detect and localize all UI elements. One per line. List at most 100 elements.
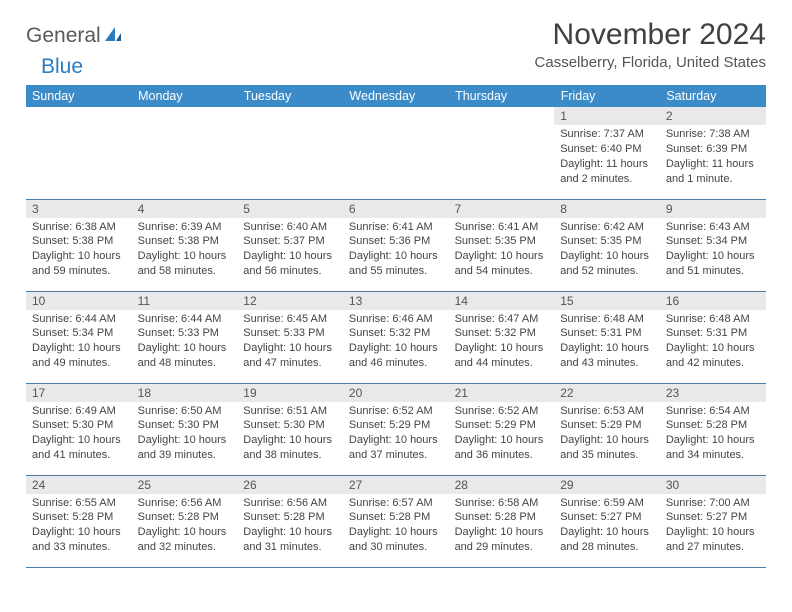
calendar-day-cell: 6Sunrise: 6:41 AMSunset: 5:36 PMDaylight… <box>343 199 449 291</box>
day-number: 20 <box>343 384 449 402</box>
weekday-header: Thursday <box>449 85 555 107</box>
sunset-line: Sunset: 5:36 PM <box>349 234 443 249</box>
daylight-line: Daylight: 10 hours and 47 minutes. <box>243 341 337 371</box>
sunset-line: Sunset: 6:40 PM <box>560 142 654 157</box>
day-details: Sunrise: 6:52 AMSunset: 5:29 PMDaylight:… <box>449 402 555 467</box>
sunset-line: Sunset: 5:31 PM <box>560 326 654 341</box>
day-number: 25 <box>132 476 238 494</box>
sunrise-line: Sunrise: 7:38 AM <box>666 127 760 142</box>
calendar-day-cell: 19Sunrise: 6:51 AMSunset: 5:30 PMDayligh… <box>237 383 343 475</box>
day-details: Sunrise: 6:42 AMSunset: 5:35 PMDaylight:… <box>554 218 660 283</box>
daylight-line: Daylight: 10 hours and 48 minutes. <box>138 341 232 371</box>
day-details: Sunrise: 6:38 AMSunset: 5:38 PMDaylight:… <box>26 218 132 283</box>
sunrise-line: Sunrise: 6:53 AM <box>560 404 654 419</box>
day-details: Sunrise: 6:44 AMSunset: 5:34 PMDaylight:… <box>26 310 132 375</box>
sunrise-line: Sunrise: 6:46 AM <box>349 312 443 327</box>
calendar-day-cell: 11Sunrise: 6:44 AMSunset: 5:33 PMDayligh… <box>132 291 238 383</box>
sunset-line: Sunset: 5:28 PM <box>666 418 760 433</box>
sunset-line: Sunset: 5:34 PM <box>32 326 126 341</box>
day-details: Sunrise: 6:41 AMSunset: 5:36 PMDaylight:… <box>343 218 449 283</box>
calendar-day-cell: 4Sunrise: 6:39 AMSunset: 5:38 PMDaylight… <box>132 199 238 291</box>
daylight-line: Daylight: 10 hours and 56 minutes. <box>243 249 337 279</box>
daylight-line: Daylight: 10 hours and 54 minutes. <box>455 249 549 279</box>
day-number: 12 <box>237 292 343 310</box>
day-details: Sunrise: 6:43 AMSunset: 5:34 PMDaylight:… <box>660 218 766 283</box>
day-number: 15 <box>554 292 660 310</box>
calendar-day-cell: 28Sunrise: 6:58 AMSunset: 5:28 PMDayligh… <box>449 475 555 567</box>
weekday-header: Wednesday <box>343 85 449 107</box>
day-details: Sunrise: 6:50 AMSunset: 5:30 PMDaylight:… <box>132 402 238 467</box>
weekday-header-row: SundayMondayTuesdayWednesdayThursdayFrid… <box>26 85 766 107</box>
daylight-line: Daylight: 10 hours and 58 minutes. <box>138 249 232 279</box>
day-number: 7 <box>449 200 555 218</box>
sunset-line: Sunset: 5:33 PM <box>243 326 337 341</box>
sunrise-line: Sunrise: 6:54 AM <box>666 404 760 419</box>
daylight-line: Daylight: 10 hours and 36 minutes. <box>455 433 549 463</box>
weekday-header: Tuesday <box>237 85 343 107</box>
sunset-line: Sunset: 5:30 PM <box>32 418 126 433</box>
weekday-header: Saturday <box>660 85 766 107</box>
calendar-day-cell: 2Sunrise: 7:38 AMSunset: 6:39 PMDaylight… <box>660 107 766 199</box>
brand-word1: General <box>26 24 101 48</box>
calendar-day-cell: 7Sunrise: 6:41 AMSunset: 5:35 PMDaylight… <box>449 199 555 291</box>
day-details: Sunrise: 6:44 AMSunset: 5:33 PMDaylight:… <box>132 310 238 375</box>
day-details: Sunrise: 6:51 AMSunset: 5:30 PMDaylight:… <box>237 402 343 467</box>
daylight-line: Daylight: 10 hours and 43 minutes. <box>560 341 654 371</box>
day-details: Sunrise: 7:00 AMSunset: 5:27 PMDaylight:… <box>660 494 766 559</box>
calendar-day-cell: 29Sunrise: 6:59 AMSunset: 5:27 PMDayligh… <box>554 475 660 567</box>
daylight-line: Daylight: 10 hours and 52 minutes. <box>560 249 654 279</box>
day-number: 24 <box>26 476 132 494</box>
sunset-line: Sunset: 5:29 PM <box>560 418 654 433</box>
calendar-day-cell: 26Sunrise: 6:56 AMSunset: 5:28 PMDayligh… <box>237 475 343 567</box>
sunrise-line: Sunrise: 6:44 AM <box>138 312 232 327</box>
day-details: Sunrise: 6:48 AMSunset: 5:31 PMDaylight:… <box>660 310 766 375</box>
sunset-line: Sunset: 5:30 PM <box>138 418 232 433</box>
daylight-line: Daylight: 11 hours and 1 minute. <box>666 157 760 187</box>
day-number: 23 <box>660 384 766 402</box>
day-details: Sunrise: 6:52 AMSunset: 5:29 PMDaylight:… <box>343 402 449 467</box>
day-number: 2 <box>660 107 766 125</box>
day-number: 1 <box>554 107 660 125</box>
calendar-day-cell <box>132 107 238 199</box>
day-number: 26 <box>237 476 343 494</box>
sunrise-line: Sunrise: 6:47 AM <box>455 312 549 327</box>
calendar-week-row: 3Sunrise: 6:38 AMSunset: 5:38 PMDaylight… <box>26 199 766 291</box>
sunrise-line: Sunrise: 6:43 AM <box>666 220 760 235</box>
calendar-day-cell: 24Sunrise: 6:55 AMSunset: 5:28 PMDayligh… <box>26 475 132 567</box>
daylight-line: Daylight: 10 hours and 42 minutes. <box>666 341 760 371</box>
weekday-header: Sunday <box>26 85 132 107</box>
calendar-table: SundayMondayTuesdayWednesdayThursdayFrid… <box>26 85 766 568</box>
calendar-day-cell: 16Sunrise: 6:48 AMSunset: 5:31 PMDayligh… <box>660 291 766 383</box>
daylight-line: Daylight: 10 hours and 34 minutes. <box>666 433 760 463</box>
daylight-line: Daylight: 10 hours and 32 minutes. <box>138 525 232 555</box>
daylight-line: Daylight: 11 hours and 2 minutes. <box>560 157 654 187</box>
daylight-line: Daylight: 10 hours and 44 minutes. <box>455 341 549 371</box>
sunrise-line: Sunrise: 7:00 AM <box>666 496 760 511</box>
calendar-day-cell: 23Sunrise: 6:54 AMSunset: 5:28 PMDayligh… <box>660 383 766 475</box>
page-title: November 2024 <box>535 18 766 52</box>
day-number: 21 <box>449 384 555 402</box>
day-details: Sunrise: 6:49 AMSunset: 5:30 PMDaylight:… <box>26 402 132 467</box>
sunset-line: Sunset: 5:34 PM <box>666 234 760 249</box>
sunrise-line: Sunrise: 6:39 AM <box>138 220 232 235</box>
day-details: Sunrise: 6:46 AMSunset: 5:32 PMDaylight:… <box>343 310 449 375</box>
day-number: 11 <box>132 292 238 310</box>
sunset-line: Sunset: 5:35 PM <box>560 234 654 249</box>
sunset-line: Sunset: 5:38 PM <box>32 234 126 249</box>
daylight-line: Daylight: 10 hours and 30 minutes. <box>349 525 443 555</box>
sunset-line: Sunset: 5:35 PM <box>455 234 549 249</box>
day-details: Sunrise: 7:38 AMSunset: 6:39 PMDaylight:… <box>660 125 766 190</box>
day-details: Sunrise: 6:54 AMSunset: 5:28 PMDaylight:… <box>660 402 766 467</box>
day-details: Sunrise: 6:58 AMSunset: 5:28 PMDaylight:… <box>449 494 555 559</box>
calendar-day-cell: 10Sunrise: 6:44 AMSunset: 5:34 PMDayligh… <box>26 291 132 383</box>
calendar-day-cell: 18Sunrise: 6:50 AMSunset: 5:30 PMDayligh… <box>132 383 238 475</box>
sunrise-line: Sunrise: 6:51 AM <box>243 404 337 419</box>
daylight-line: Daylight: 10 hours and 29 minutes. <box>455 525 549 555</box>
sunrise-line: Sunrise: 6:56 AM <box>243 496 337 511</box>
day-details: Sunrise: 6:56 AMSunset: 5:28 PMDaylight:… <box>237 494 343 559</box>
day-details: Sunrise: 6:59 AMSunset: 5:27 PMDaylight:… <box>554 494 660 559</box>
calendar-day-cell: 9Sunrise: 6:43 AMSunset: 5:34 PMDaylight… <box>660 199 766 291</box>
daylight-line: Daylight: 10 hours and 31 minutes. <box>243 525 337 555</box>
day-number: 30 <box>660 476 766 494</box>
calendar-day-cell: 21Sunrise: 6:52 AMSunset: 5:29 PMDayligh… <box>449 383 555 475</box>
